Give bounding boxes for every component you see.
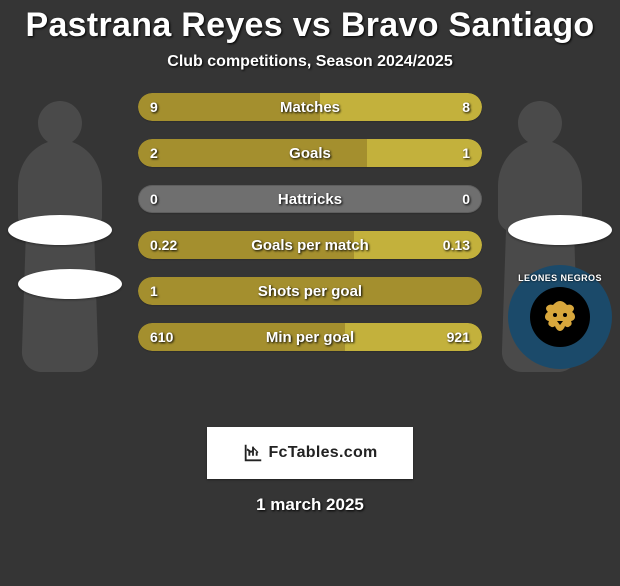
page-title: Pastrana Reyes vs Bravo Santiago [0,6,620,45]
chart-icon [242,442,264,464]
stat-bars: 98Matches 21Goals 0 0Hattricks 0.220.13Goals… [138,93,482,369]
date-text: 1 march 2025 [0,495,620,515]
stat-seg-left [138,231,354,259]
country-badge-left [8,215,112,245]
player-silhouette-left [0,93,120,413]
stat-bar-min-per-goal: 610921Min per goal [138,323,482,351]
stat-bar-matches: 98Matches [138,93,482,121]
stat-seg-left [138,93,320,121]
club-badge-right: LEONES NEGROS [508,265,612,369]
stat-seg-right [345,323,482,351]
stat-value-left: 0 [150,185,158,213]
stat-seg-right [354,231,482,259]
subtitle: Club competitions, Season 2024/2025 [0,53,620,71]
club-badge-text: LEONES NEGROS [508,273,612,283]
stat-seg-left [138,323,345,351]
stat-label: Hattricks [138,185,482,213]
branding-text: FcTables.com [268,444,377,462]
stat-bar-goals-per-match: 0.220.13Goals per match [138,231,482,259]
comparison-area: LEONES NEGROS 98Matches 21Goals 0 0Hattrick… [0,93,620,413]
player-left-icon [0,93,120,413]
stat-value-right: 0 [462,185,470,213]
country-badge-right [508,215,612,245]
stat-seg-right [320,93,482,121]
stat-seg-right [367,139,482,167]
branding-box: FcTables.com [207,427,413,479]
stat-bar-shots-per-goal: 1Shots per goal [138,277,482,305]
club-lion-icon [530,287,590,347]
stat-bar-goals: 21Goals [138,139,482,167]
stat-bar-hattricks: 0 0Hattricks [138,185,482,213]
stat-seg-left [138,277,482,305]
club-badge-left [18,269,122,299]
stat-seg-left [138,139,367,167]
